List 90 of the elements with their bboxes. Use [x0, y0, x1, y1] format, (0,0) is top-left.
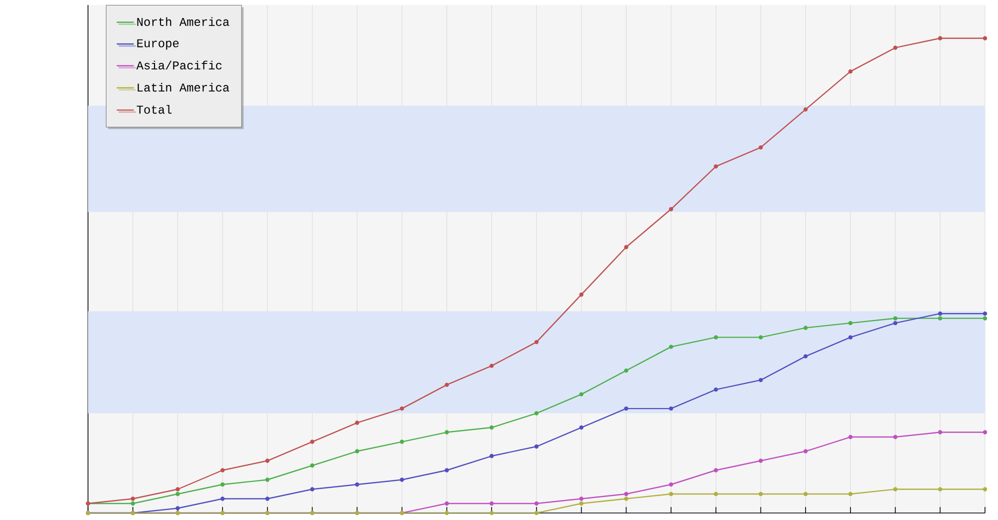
- point: [624, 245, 628, 250]
- point: [130, 496, 135, 501]
- point: [668, 344, 674, 349]
- point: [490, 364, 494, 368]
- point: [534, 340, 539, 344]
- point: [310, 463, 314, 468]
- point: [444, 468, 449, 472]
- point: [893, 321, 898, 326]
- point: [848, 492, 853, 496]
- point: [938, 36, 942, 40]
- point: [490, 501, 494, 506]
- point: [579, 496, 584, 501]
- legend-label: North America: [137, 17, 230, 26]
- point: [804, 354, 808, 358]
- legend-label: Europe: [137, 39, 179, 50]
- point: [982, 430, 988, 434]
- point: [758, 492, 763, 496]
- point: [893, 46, 898, 50]
- point: [848, 321, 853, 326]
- point: [400, 478, 404, 482]
- point: [848, 335, 853, 340]
- point: [938, 430, 942, 434]
- point: [490, 426, 494, 430]
- point: [714, 164, 718, 169]
- point: [220, 496, 225, 501]
- point: [400, 440, 404, 444]
- point: [176, 487, 180, 492]
- point: [714, 492, 718, 496]
- point: [355, 420, 360, 425]
- point: [130, 501, 135, 506]
- point: [668, 482, 674, 487]
- point: [714, 335, 718, 340]
- point: [444, 501, 449, 506]
- point: [804, 492, 808, 496]
- point: [579, 292, 584, 297]
- legend-label: Asia/Pacific: [136, 60, 222, 70]
- point: [400, 406, 404, 411]
- point: [893, 435, 898, 440]
- point: [758, 378, 763, 382]
- point: [579, 501, 584, 506]
- point: [982, 312, 988, 316]
- point: [310, 487, 314, 492]
- point: [982, 36, 988, 40]
- point: [355, 449, 360, 454]
- legend-label: Total: [136, 105, 172, 114]
- point: [893, 487, 898, 492]
- point: [714, 388, 718, 392]
- point: [668, 492, 674, 496]
- point: [220, 468, 225, 472]
- point: [848, 69, 853, 74]
- point: [534, 510, 539, 516]
- point: [938, 312, 942, 316]
- point: [579, 426, 584, 430]
- point: [714, 468, 718, 472]
- point: [893, 316, 898, 321]
- point: [804, 449, 808, 454]
- point: [624, 368, 628, 373]
- point: [668, 406, 674, 411]
- point: [490, 454, 494, 458]
- point: [758, 458, 763, 463]
- point: [624, 492, 628, 496]
- point: [490, 510, 494, 516]
- point: [444, 382, 449, 387]
- point: [982, 487, 988, 492]
- point: [758, 335, 763, 340]
- point: [534, 411, 539, 416]
- point: [265, 496, 270, 501]
- point: [804, 107, 808, 112]
- point: [355, 482, 360, 487]
- point: [176, 492, 180, 496]
- point: [804, 326, 808, 330]
- point: [848, 435, 853, 440]
- point: [220, 482, 225, 487]
- point: [265, 478, 270, 482]
- point: [624, 406, 628, 411]
- point: [534, 444, 539, 449]
- point: [624, 496, 628, 501]
- point: [265, 458, 270, 463]
- point: [444, 430, 449, 434]
- point: [444, 510, 449, 516]
- legend-label: Latin America: [138, 82, 230, 92]
- point: [982, 316, 988, 321]
- point: [758, 145, 763, 150]
- point: [176, 506, 180, 510]
- point: [938, 487, 942, 492]
- point: [579, 392, 584, 396]
- point: [668, 207, 674, 212]
- point: [534, 501, 539, 506]
- point: [938, 316, 942, 321]
- point: [310, 440, 314, 444]
